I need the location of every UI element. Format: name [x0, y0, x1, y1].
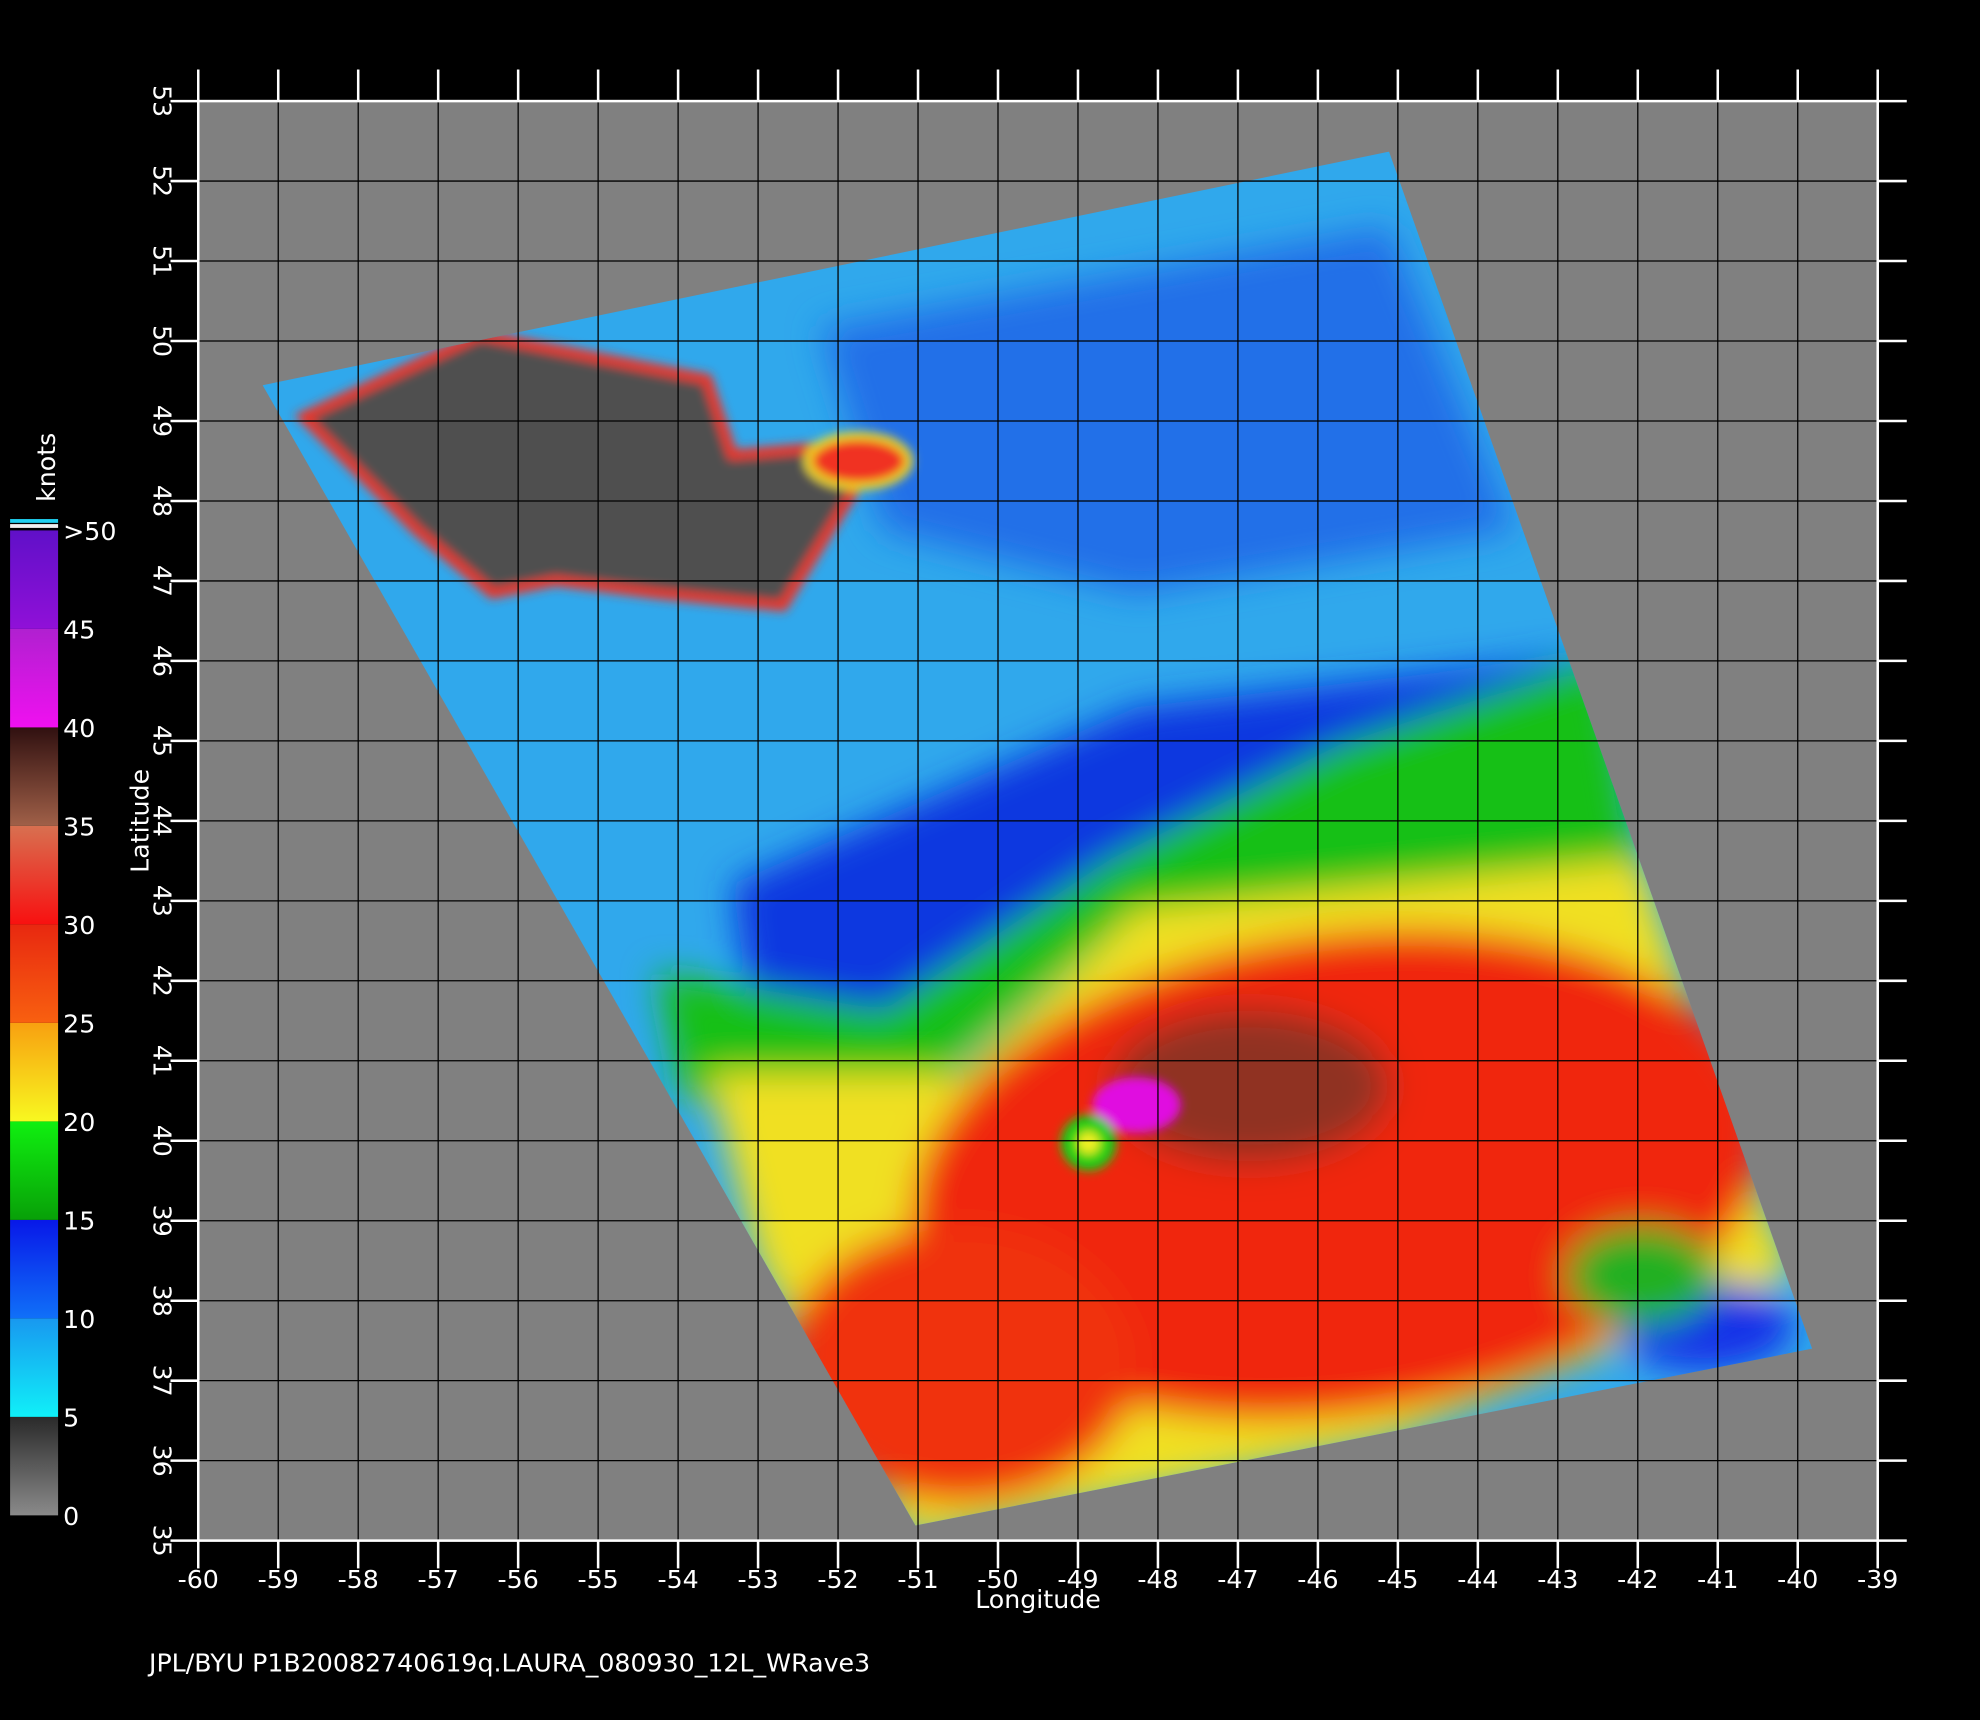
x-tick-label: -59	[258, 1565, 299, 1594]
x-tick-label: -53	[737, 1565, 778, 1594]
y-tick-label: 50	[147, 325, 176, 357]
colorbar-top-stripe	[10, 524, 59, 528]
colorbar-segment	[10, 1121, 59, 1220]
y-tick-label: 47	[147, 565, 176, 597]
y-axis-label: Latitude	[125, 769, 154, 873]
x-tick-label: -60	[178, 1565, 219, 1594]
x-tick-label: -42	[1617, 1565, 1658, 1594]
y-tick-label: 52	[147, 165, 176, 197]
y-tick-label: 38	[147, 1285, 176, 1317]
colorbar-segment	[10, 1022, 59, 1122]
y-tick-label: 46	[147, 645, 176, 677]
y-tick-label: 44	[147, 805, 176, 837]
y-tick-label: 41	[147, 1045, 176, 1077]
y-tick-label: 45	[147, 725, 176, 757]
x-tick-label: -47	[1217, 1565, 1258, 1594]
x-tick-label: -49	[1057, 1565, 1098, 1594]
y-tick-label: 35	[147, 1525, 176, 1557]
x-tick-label: -40	[1777, 1565, 1818, 1594]
map-frame	[196, 99, 1879, 1542]
colorbar-segment	[10, 825, 59, 925]
colorbar-segment	[10, 1318, 59, 1417]
colorbar-segment	[10, 1219, 59, 1319]
colorbar-title: knots	[32, 433, 61, 502]
y-tick-label: 48	[147, 485, 176, 517]
x-tick-label: -54	[657, 1565, 698, 1594]
colorbar-label: >50	[63, 517, 116, 546]
x-tick-label: -55	[578, 1565, 619, 1594]
colorbar-label: 25	[63, 1009, 95, 1038]
x-tick-label: -39	[1857, 1565, 1898, 1594]
colorbar-top-stripe	[10, 519, 59, 523]
colorbar-label: 5	[63, 1403, 79, 1432]
footer: JPL/BYU P1B20082740619q.LAURA_080930_12L…	[147, 1648, 870, 1677]
colorbar-label: 40	[63, 714, 95, 743]
y-tick-label: 42	[147, 965, 176, 997]
y-tick-label: 53	[147, 85, 176, 117]
x-tick-label: -58	[338, 1565, 379, 1594]
y-tick-label: 39	[147, 1205, 176, 1237]
y-tick-label: 40	[147, 1125, 176, 1157]
colorbar-label: 20	[63, 1108, 95, 1137]
x-axis-label: Longitude	[975, 1585, 1101, 1614]
colorbar-label: 35	[63, 812, 95, 841]
y-tick-label: 43	[147, 885, 176, 917]
colorbar-segment	[10, 727, 59, 826]
x-tick-label: -48	[1137, 1565, 1178, 1594]
x-tick-label: -43	[1537, 1565, 1578, 1594]
colorbar-label: 30	[63, 911, 95, 940]
x-tick-label: -46	[1297, 1565, 1338, 1594]
x-tick-label: -44	[1457, 1565, 1498, 1594]
colorbar-segment	[10, 924, 59, 1023]
colorbar-segment	[10, 1416, 59, 1516]
colorbar-label: 45	[63, 615, 95, 644]
y-tick-label: 51	[147, 245, 176, 277]
colorbar-segment	[10, 628, 59, 728]
x-tick-label: -52	[817, 1565, 858, 1594]
x-tick-label: -51	[897, 1565, 938, 1594]
y-tick-label: 37	[147, 1365, 176, 1397]
x-tick-label: -56	[498, 1565, 539, 1594]
x-tick-label: -41	[1697, 1565, 1738, 1594]
x-tick-label: -57	[418, 1565, 459, 1594]
y-tick-label: 49	[147, 405, 176, 437]
colorbar-segment	[10, 530, 59, 629]
colorbar-label: 10	[63, 1305, 95, 1334]
x-tick-label: -50	[977, 1565, 1018, 1594]
y-tick-label: 36	[147, 1445, 176, 1477]
colorbar-label: 0	[63, 1502, 79, 1531]
x-tick-label: -45	[1377, 1565, 1418, 1594]
colorbar-label: 15	[63, 1206, 95, 1235]
